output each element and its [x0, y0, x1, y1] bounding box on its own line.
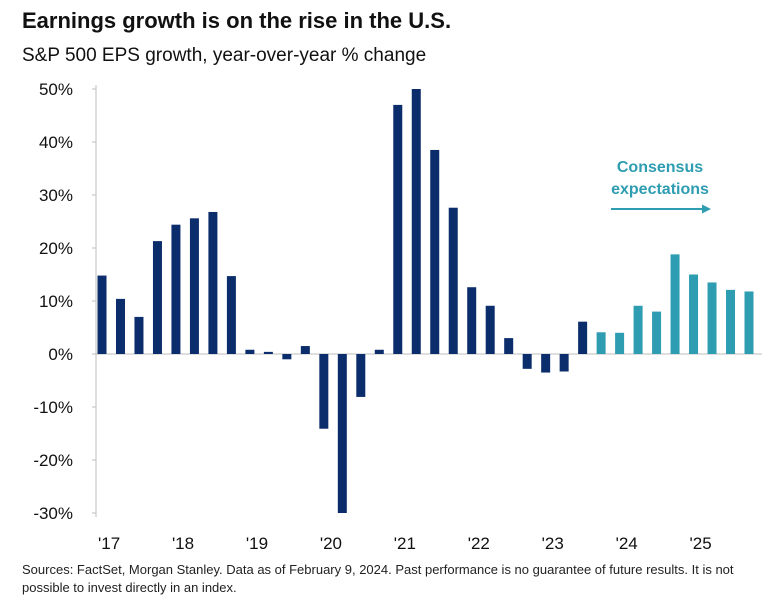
y-tick-label: -30% [33, 504, 73, 523]
bar-actual [374, 349, 384, 354]
consensus-annotation-label: Consensus [617, 159, 703, 176]
bar-actual [115, 298, 125, 354]
bar-consensus [596, 332, 606, 354]
x-tick-label: '18 [172, 534, 194, 553]
bar-actual [467, 287, 477, 354]
x-tick-label: '19 [246, 534, 268, 553]
chart-subtitle: S&P 500 EPS growth, year-over-year % cha… [22, 45, 427, 66]
bar-actual [485, 305, 495, 354]
bar-consensus [652, 311, 662, 354]
bar-actual [319, 354, 329, 429]
bar-actual [300, 346, 310, 354]
bar-actual [208, 211, 218, 354]
bar-actual [282, 354, 292, 360]
x-tick-label: '24 [616, 534, 638, 553]
bar-actual [245, 349, 255, 354]
bar-consensus [726, 289, 736, 354]
bar-consensus [633, 305, 643, 354]
bar-actual [448, 207, 458, 354]
x-tick-label: '25 [690, 534, 712, 553]
bar-actual [578, 321, 588, 354]
eps-growth-bar-chart: 50% 40% 30% 20% 10% 0% -10% -20% -30% '17 '18 '19 '2… [33, 80, 762, 553]
source-footnote: Sources: FactSet, Morgan Stanley. Data a… [22, 562, 734, 595]
bar-actual [171, 224, 181, 354]
y-tick-label: 10% [39, 292, 73, 311]
x-tick-label: '17 [98, 534, 120, 553]
bar-actual [522, 354, 532, 369]
y-tick-label: -10% [33, 398, 73, 417]
x-tick-label: '23 [542, 534, 564, 553]
bar-actual [263, 351, 273, 354]
y-tick-label: 40% [39, 133, 73, 152]
y-tick-label: 50% [39, 80, 73, 99]
x-tick-label: '22 [468, 534, 490, 553]
bar-consensus [689, 274, 699, 354]
bar-actual [226, 276, 236, 354]
bar-actual [504, 338, 514, 354]
y-tick-label: 30% [39, 186, 73, 205]
x-tick-label: '20 [320, 534, 342, 553]
bar-actual [559, 354, 569, 372]
bar-actual [541, 354, 551, 373]
bar-actual [97, 275, 107, 354]
bar-consensus [615, 332, 625, 354]
consensus-arrow-head [702, 204, 711, 214]
bar-actual [134, 316, 144, 354]
y-tick-label: -20% [33, 451, 73, 470]
y-tick-label: 20% [39, 239, 73, 258]
bar-consensus [744, 291, 754, 354]
bar-actual [152, 241, 162, 354]
bar-actual [411, 89, 421, 354]
chart-title: Earnings growth is on the rise in the U.… [22, 8, 452, 33]
consensus-annotation-label: expectations [611, 181, 709, 198]
bar-actual [356, 354, 366, 397]
bar-actual [337, 354, 347, 513]
x-tick-label: '21 [394, 534, 416, 553]
y-tick-label: 0% [48, 345, 73, 364]
bar-actual [430, 149, 440, 354]
bar-actual [393, 104, 403, 355]
bar-actual [189, 218, 199, 354]
bar-consensus [707, 282, 717, 354]
bar-consensus [670, 254, 680, 354]
